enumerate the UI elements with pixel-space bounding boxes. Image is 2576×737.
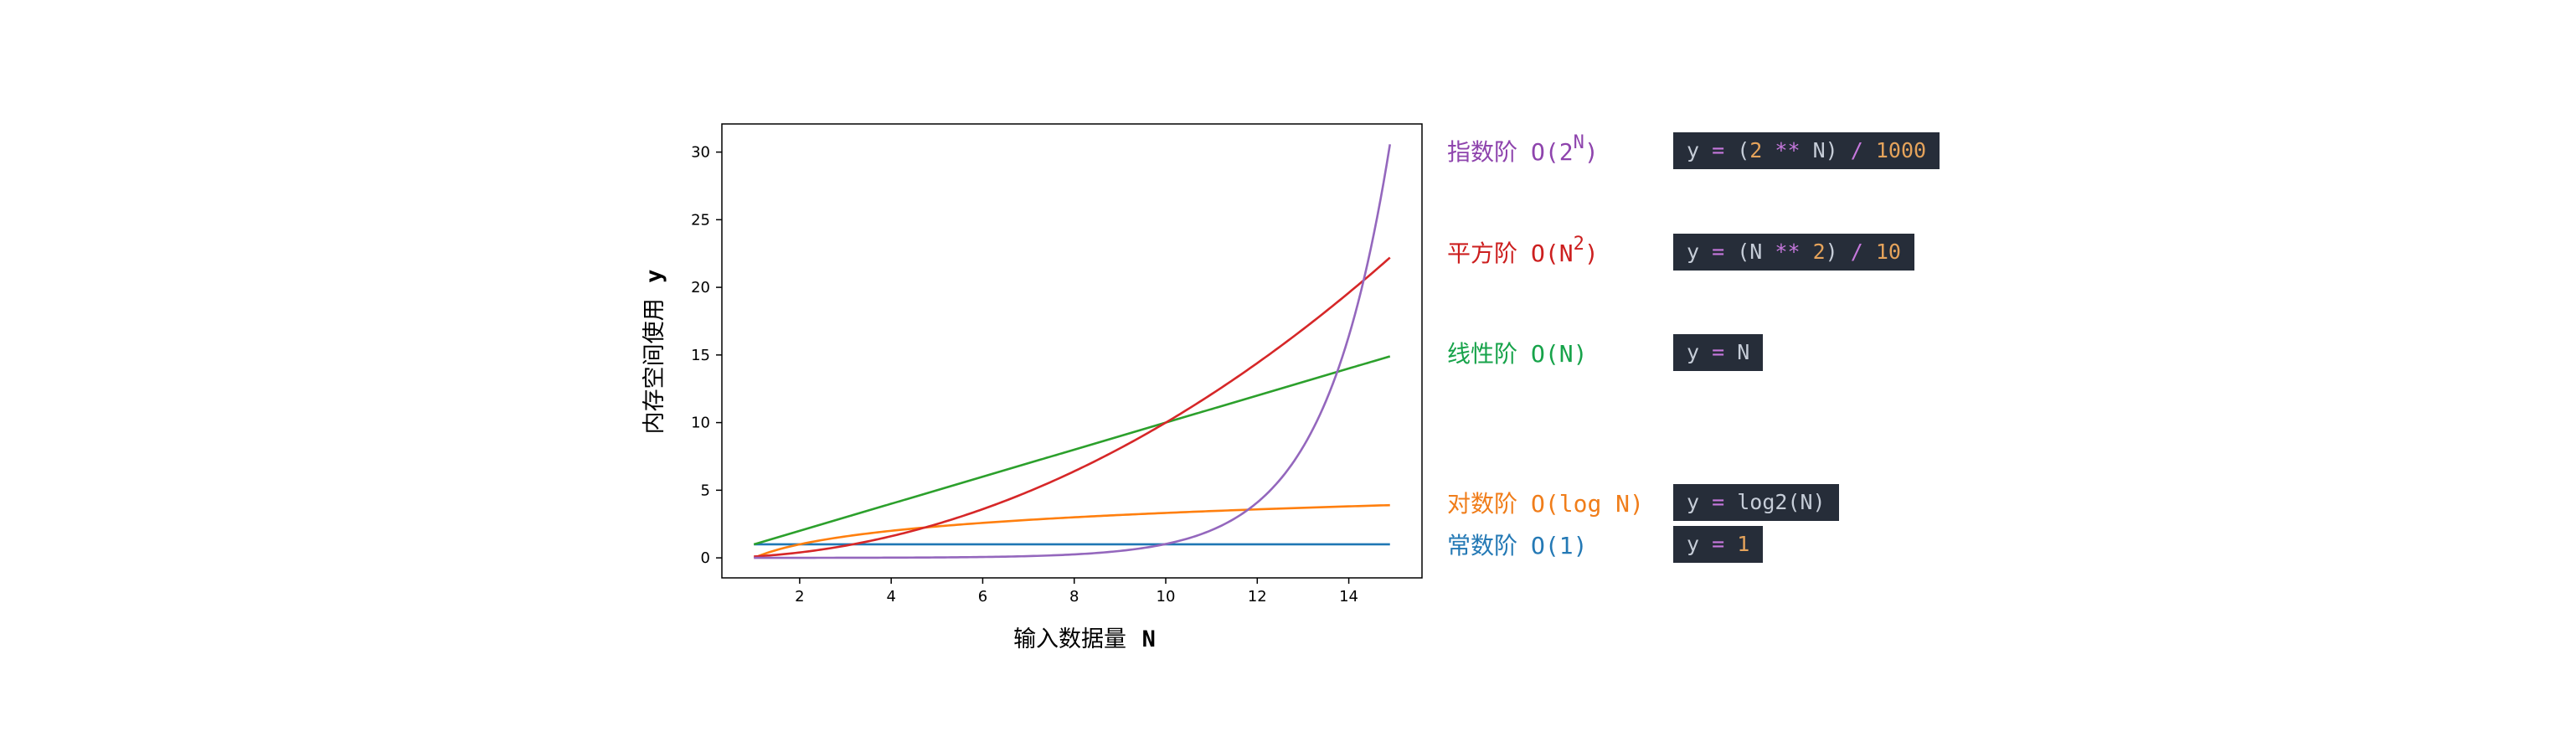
y-tick-label: 15: [691, 347, 710, 364]
y-tick-label: 0: [701, 549, 710, 567]
legend-label: 对数阶: [1447, 490, 1518, 518]
legend-title-log: 对数阶 O(log N): [1447, 486, 1644, 519]
legend-label: 指数阶: [1447, 138, 1518, 166]
legend-notation: O(N2): [1531, 234, 1599, 268]
y-tick-label: 30: [691, 144, 710, 162]
code-box-quadratic: y = (N ** 2) / 10: [1673, 234, 1914, 271]
legend-notation: O(N): [1531, 340, 1588, 368]
legend-label: 平方阶: [1447, 240, 1518, 267]
y-tick-label: 25: [691, 211, 710, 229]
series-line-log: [753, 503, 1390, 559]
plot-frame: [721, 123, 1423, 579]
legend-notation: O(2N): [1531, 132, 1599, 167]
legend-title-exponential: 指数阶 O(2N): [1447, 134, 1599, 168]
y-axis: 0 5 10 15 20 25 30: [691, 144, 722, 567]
y-tick-label: 10: [691, 415, 710, 432]
x-axis-label: 输入数据量 N: [1013, 626, 1156, 652]
x-tick-label: 14: [1339, 588, 1358, 606]
legend-notation: O(log N): [1531, 490, 1644, 518]
legend-label: 常数阶: [1447, 532, 1518, 559]
x-tick-label: 12: [1248, 588, 1267, 606]
x-axis-label-symbol: N: [1142, 626, 1156, 652]
legend-superscript: N: [1573, 132, 1584, 153]
y-tick-label: 5: [701, 482, 710, 499]
code-box-linear: y = N: [1673, 334, 1764, 371]
x-tick-label: 10: [1157, 588, 1176, 606]
x-tick-label: 8: [1069, 588, 1079, 606]
series-line-quadratic: [754, 256, 1391, 558]
legend-label: 线性阶: [1447, 340, 1518, 368]
x-axis: 2 4 6 8 10 12 14: [795, 578, 1358, 606]
code-box-exponential: y = (2 ** N) / 1000: [1673, 132, 1940, 169]
x-tick-label: 4: [886, 588, 895, 606]
code-box-constant: y = 1: [1673, 526, 1764, 563]
legend-title-quadratic: 平方阶 O(N2): [1447, 235, 1599, 269]
y-axis-label: 内存空间使用 y: [641, 270, 667, 435]
code-box-log: y = log2(N): [1673, 484, 1839, 521]
series-layer: [753, 144, 1392, 559]
y-axis-label-text: 内存空间使用: [641, 298, 667, 434]
y-axis-label-symbol: y: [641, 270, 667, 283]
series-line-linear: [753, 355, 1391, 546]
x-tick-label: 2: [795, 588, 804, 606]
legend-notation: O(1): [1531, 532, 1588, 559]
legend-title-linear: 线性阶 O(N): [1447, 336, 1587, 369]
series-line-exponential: [754, 144, 1392, 559]
x-axis-label-text: 输入数据量: [1013, 626, 1126, 652]
legend-title-constant: 常数阶 O(1): [1447, 528, 1587, 561]
y-tick-label: 20: [691, 279, 710, 296]
legend-superscript: 2: [1573, 234, 1584, 255]
x-tick-label: 6: [978, 588, 987, 606]
